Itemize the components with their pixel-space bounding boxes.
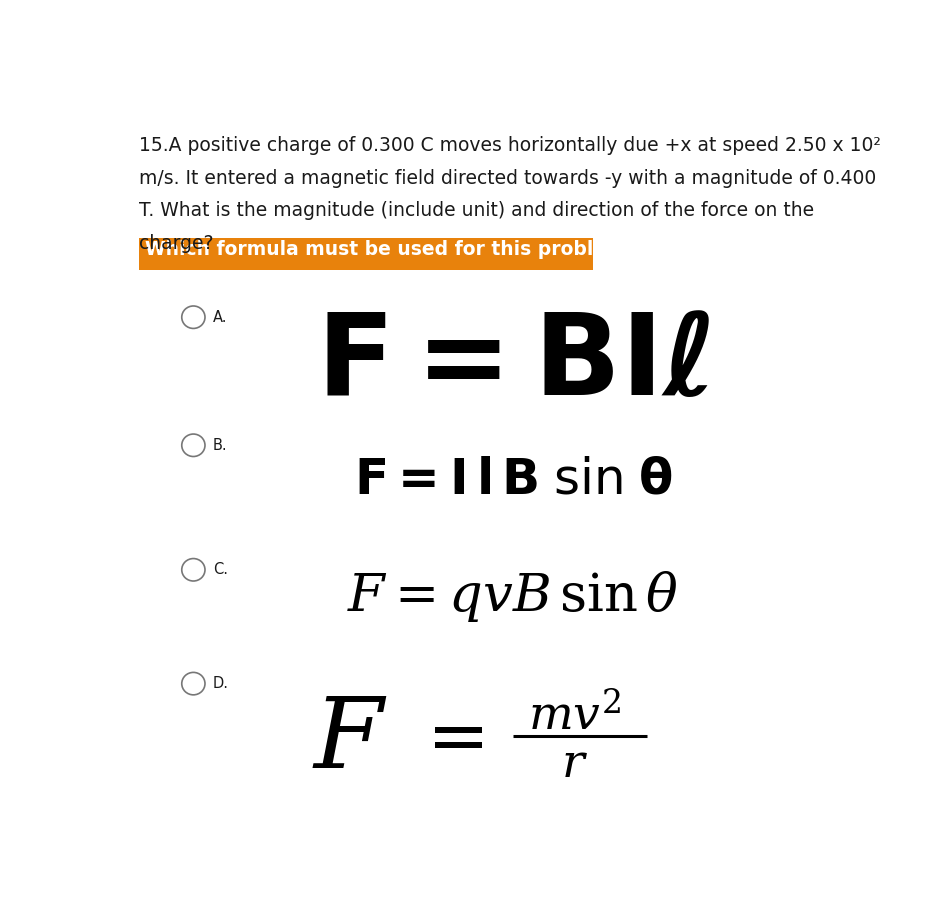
Text: Which formula must be used for this problem?: Which formula must be used for this prob…: [144, 239, 636, 259]
Text: T. What is the magnitude (include unit) and direction of the force on the: T. What is the magnitude (include unit) …: [139, 201, 813, 220]
Text: $mv^2$: $mv^2$: [528, 694, 621, 740]
Text: 15.A positive charge of 0.300 C moves horizontally due +x at speed 2.50 x 10²: 15.A positive charge of 0.300 C moves ho…: [139, 136, 880, 155]
Text: $\mathbf{F = I\,l\,B\;\mathrm{sin}\;\theta}$: $\mathbf{F = I\,l\,B\;\mathrm{sin}\;\the…: [353, 456, 671, 504]
Text: A.: A.: [212, 310, 227, 324]
Text: D.: D.: [212, 676, 228, 691]
Text: $\mathbf{F = BI\ell}$: $\mathbf{F = BI\ell}$: [315, 308, 709, 419]
FancyBboxPatch shape: [139, 237, 592, 270]
Text: $F$: $F$: [312, 692, 387, 789]
Text: B.: B.: [212, 438, 227, 453]
Text: $r$: $r$: [561, 742, 588, 786]
Text: C.: C.: [212, 563, 227, 578]
Text: $=$: $=$: [412, 702, 483, 775]
Text: charge?: charge?: [139, 234, 213, 253]
Text: m/s. It entered a magnetic field directed towards -y with a magnitude of 0.400: m/s. It entered a magnetic field directe…: [139, 168, 875, 188]
Text: $F = qvB\,\mathrm{sin}\,\theta$: $F = qvB\,\mathrm{sin}\,\theta$: [347, 568, 678, 624]
